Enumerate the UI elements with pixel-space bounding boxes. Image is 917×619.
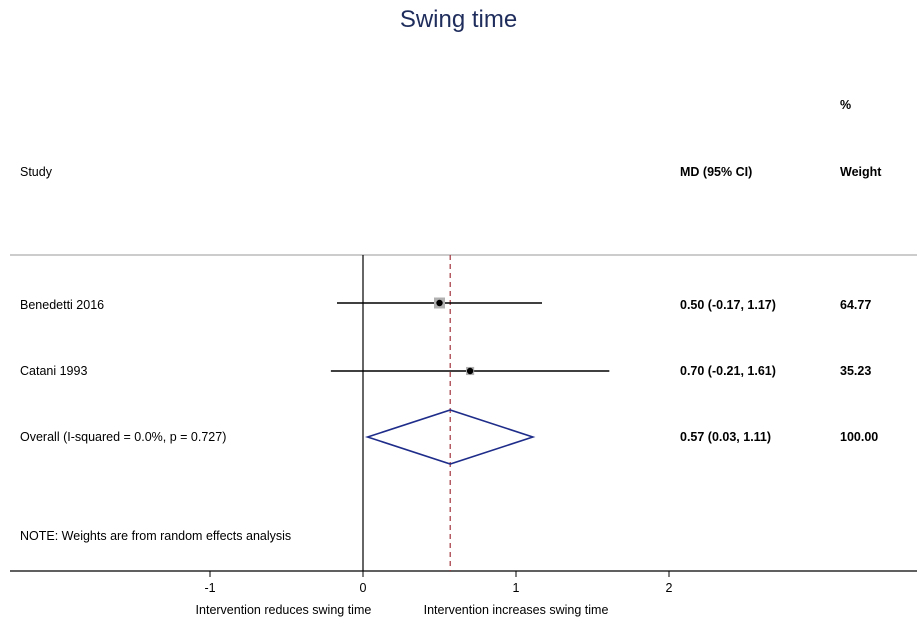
overall-name: Overall (I-squared = 0.0%, p = 0.727)	[20, 430, 227, 444]
study-name-benedetti: Benedetti 2016	[20, 298, 105, 312]
weights-note: NOTE: Weights are from random effects an…	[20, 529, 292, 543]
x-axis-ticks: -1 0 1 2	[204, 571, 673, 595]
study-column-header: Study	[20, 165, 52, 179]
overall-weight: 100.00	[840, 430, 879, 444]
study-weight-benedetti: 64.77	[840, 298, 872, 312]
x-axis-tick-label: 1	[513, 581, 520, 595]
study-ci-benedetti: 0.50 (-0.17, 1.17)	[680, 298, 776, 312]
x-axis-label-right: Intervention increases swing time	[424, 603, 609, 617]
x-axis-tick-label: -1	[204, 581, 215, 595]
chart-title: Swing time	[399, 6, 518, 33]
overall-effect-diamond	[365, 409, 536, 465]
weight-percent-header: %	[840, 98, 852, 112]
study-row-catani	[330, 366, 610, 376]
study-weight-catani: 35.23	[840, 364, 872, 378]
x-axis-label-left: Intervention reduces swing time	[196, 603, 372, 617]
x-axis-tick-label: 0	[360, 581, 367, 595]
x-axis-tick-label: 2	[666, 581, 673, 595]
study-row-benedetti	[336, 297, 543, 309]
weight-column-header: Weight	[840, 165, 882, 179]
study-name-catani: Catani 1993	[20, 364, 88, 378]
study-point-estimate	[436, 299, 443, 307]
md-column-header: MD (95% CI)	[680, 165, 753, 179]
overall-ci: 0.57 (0.03, 1.11)	[680, 430, 772, 444]
study-point-estimate	[466, 367, 474, 375]
study-ci-catani: 0.70 (-0.21, 1.61)	[680, 364, 776, 378]
